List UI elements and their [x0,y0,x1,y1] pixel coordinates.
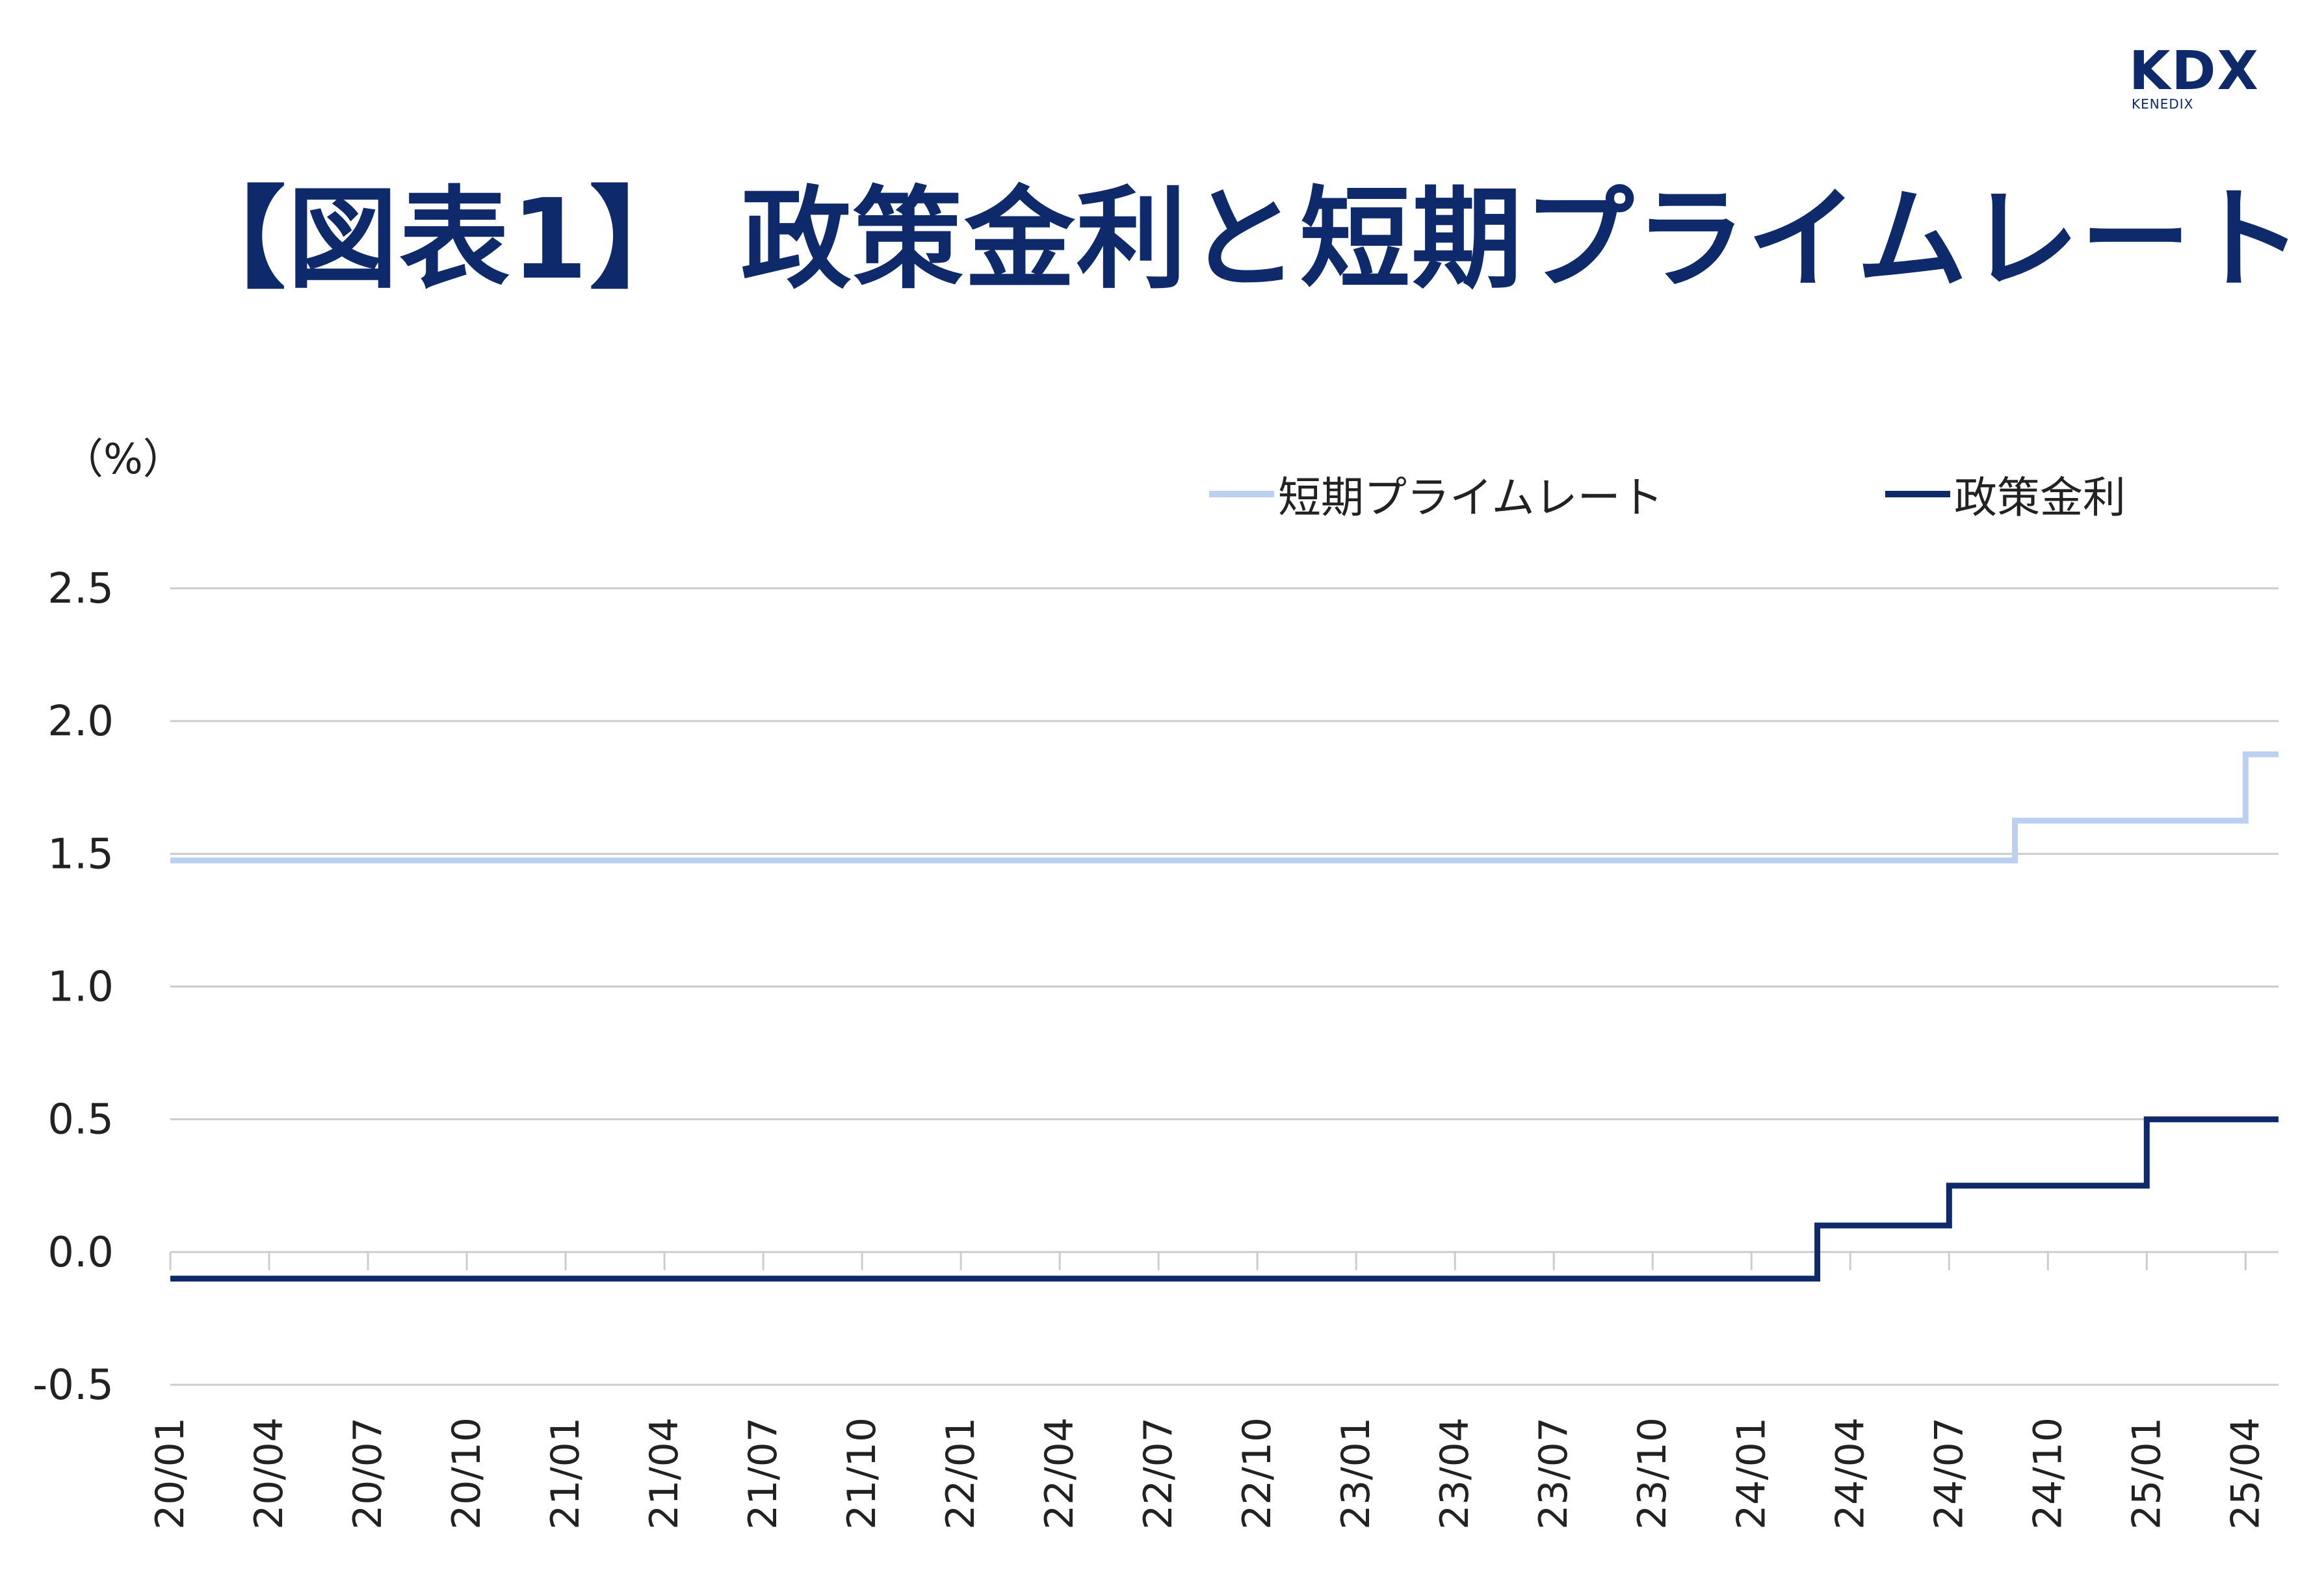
x-tick-label: 23/10 [1630,1417,1675,1530]
legend-swatch-policy-rate [1885,491,1950,497]
x-tick-label: 25/01 [2124,1417,2169,1530]
legend-item-policy-rate: 政策金利 [1885,468,2126,523]
x-tick-label: 22/07 [1136,1417,1181,1530]
x-tick-label: 21/04 [642,1417,687,1530]
legend-label-policy-rate: 政策金利 [1954,473,2126,523]
legend-label-prime-rate: 短期プライムレート [1278,473,1664,523]
y-tick-label: 1.5 [47,830,114,878]
kdx-logo: KDX KENEDIX [2129,40,2288,112]
logo-subtext: KENEDIX [2132,96,2194,112]
x-tick-label: 21/10 [839,1417,885,1530]
y-tick-labels: 2.5 2.0 1.5 1.0 0.5 0.0 -0.5 [33,565,114,1409]
x-tick-label: 20/07 [345,1417,391,1530]
x-tick-label: 22/01 [938,1417,984,1530]
y-tick-label: 2.0 [47,698,114,746]
x-tick-label: 24/04 [1827,1417,1873,1530]
series-line-policy-rate [170,1116,2278,1282]
legend-item-prime-rate: 短期プライムレート [1209,468,1664,523]
x-tick-label: 24/01 [1729,1417,1774,1530]
page-title: 【図表1】 政策金利と短期プライムレート [176,176,2304,304]
x-tick-label: 24/07 [1926,1417,1972,1530]
series-lines [170,751,2278,1282]
y-tick-label: 1.0 [47,963,114,1012]
grid-layer [169,587,2278,1386]
x-tick-label: 20/10 [444,1417,490,1530]
y-tick-label: -0.5 [33,1361,114,1409]
x-tick-label: 21/07 [740,1417,786,1530]
x-tick-label: 25/04 [2223,1417,2268,1530]
series-line-prime-rate [170,751,2278,863]
x-tick-label: 24/10 [2025,1417,2070,1530]
legend-swatch-prime-rate [1209,491,1274,497]
x-tick-label: 23/07 [1531,1417,1576,1530]
logo-wordmark: KDX [2129,40,2260,102]
x-tick-label: 22/04 [1037,1417,1082,1530]
y-tick-label: 2.5 [47,565,114,613]
x-tick-labels: 20/01 20/04 20/07 20/10 21/01 21/04 21/07 21/10… [148,1417,2268,1530]
y-axis-unit-label: （%） [62,436,185,484]
x-tick-label: 23/01 [1333,1417,1379,1530]
y-tick-label: 0.5 [47,1096,114,1144]
x-tick-label: 20/04 [246,1417,292,1530]
x-tick-label: 21/01 [543,1417,588,1530]
y-tick-label: 0.0 [47,1229,114,1277]
x-tick-label: 22/10 [1234,1417,1280,1530]
x-tick-label: 23/04 [1432,1417,1478,1530]
x-tick-label: 20/01 [148,1417,193,1530]
